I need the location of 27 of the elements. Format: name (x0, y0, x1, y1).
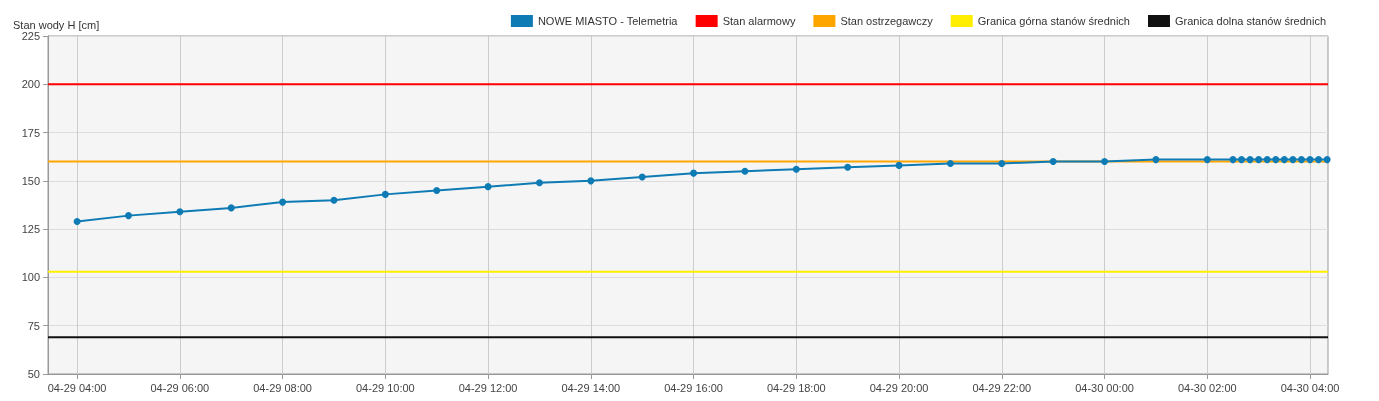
x-tick-label: 04-29 14:00 (561, 381, 621, 394)
x-tick-label: 04-29 12:00 (458, 381, 518, 394)
x-tick-label: 04-29 04:00 (47, 381, 107, 394)
y-tick-label: 75 (27, 319, 40, 332)
x-tick-label: 04-30 04:00 (1280, 381, 1340, 394)
x-tick-label: 04-29 16:00 (664, 381, 723, 394)
y-tick-label: 100 (21, 271, 40, 284)
y-tick-label: 200 (21, 78, 40, 91)
legend-label: Stan ostrzegawczy (840, 15, 934, 27)
y-tick-label: 125 (21, 223, 40, 236)
x-tick-label: 04-29 08:00 (253, 381, 312, 394)
y-tick-label: 50 (27, 368, 40, 380)
x-tick-label: 04-29 22:00 (972, 381, 1032, 394)
x-tick-label: 04-29 18:00 (766, 381, 826, 394)
legend-label: Granica górna stanów średnich (977, 15, 1130, 27)
x-tick-label: 04-30 02:00 (1177, 381, 1237, 394)
y-axis-title: Stan wody H [cm] (13, 18, 100, 31)
x-tick-label: 04-30 00:00 (1075, 381, 1134, 394)
legend-label: NOWE MIASTO - Telemetria (537, 15, 679, 27)
x-tick-label: 04-29 20:00 (869, 381, 929, 394)
y-tick-label: 150 (21, 174, 40, 187)
x-tick-label: 04-29 10:00 (355, 381, 415, 394)
x-tick-label: 04-29 06:00 (150, 381, 210, 394)
legend-label: Stan alarmowy (722, 15, 796, 27)
y-tick-label: 175 (21, 126, 40, 139)
y-tick-label: 225 (21, 30, 40, 42)
legend-label: Granica dolna stanów średnich (1174, 15, 1326, 27)
